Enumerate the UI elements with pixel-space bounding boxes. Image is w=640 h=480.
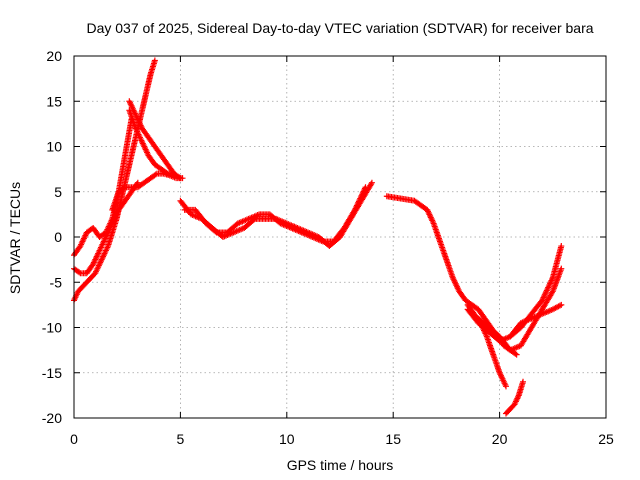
y-tick-label: -5 — [50, 274, 63, 290]
data-point — [558, 265, 565, 272]
data-point — [152, 171, 159, 178]
data-point — [502, 383, 509, 390]
axes — [73, 55, 607, 419]
x-tick-label: 15 — [385, 431, 401, 447]
data-point — [558, 301, 565, 308]
data-point — [513, 351, 520, 358]
x-tick-label: 25 — [598, 431, 614, 447]
chart-title: Day 037 of 2025, Sidereal Day-to-day VTE… — [86, 20, 593, 36]
y-tick-label: -15 — [42, 365, 62, 381]
data-point — [520, 378, 527, 385]
data-point — [120, 185, 127, 192]
data-point — [362, 184, 369, 191]
y-axis-label: SDTVAR / TECUs — [7, 182, 23, 294]
x-tick-label: 20 — [492, 431, 508, 447]
tick-labels: 0 5 10 15 20 25 -20 -15 -10 -5 0 5 10 15 20 — [42, 48, 614, 447]
y-tick-label: 10 — [46, 139, 62, 155]
y-tick-label: 5 — [54, 184, 62, 200]
data-point — [368, 179, 375, 186]
x-axis-label: GPS time / hours — [287, 457, 394, 473]
y-tick-label: -10 — [42, 320, 62, 336]
data-point — [548, 289, 555, 296]
y-tick-label: -20 — [42, 410, 62, 426]
data-point — [512, 350, 519, 357]
data-point — [558, 243, 565, 250]
data-point — [179, 175, 186, 182]
data-points — [71, 57, 565, 417]
data-point — [212, 228, 219, 235]
y-tick-label: 0 — [54, 229, 62, 245]
data-point — [151, 57, 158, 64]
data-point — [76, 269, 83, 276]
x-tick-label: 0 — [70, 431, 78, 447]
y-tick-label: 15 — [46, 93, 62, 109]
x-tick-label: 10 — [279, 431, 295, 447]
data-point — [368, 181, 375, 188]
x-tick-label: 5 — [177, 431, 185, 447]
y-tick-label: 20 — [46, 48, 62, 64]
